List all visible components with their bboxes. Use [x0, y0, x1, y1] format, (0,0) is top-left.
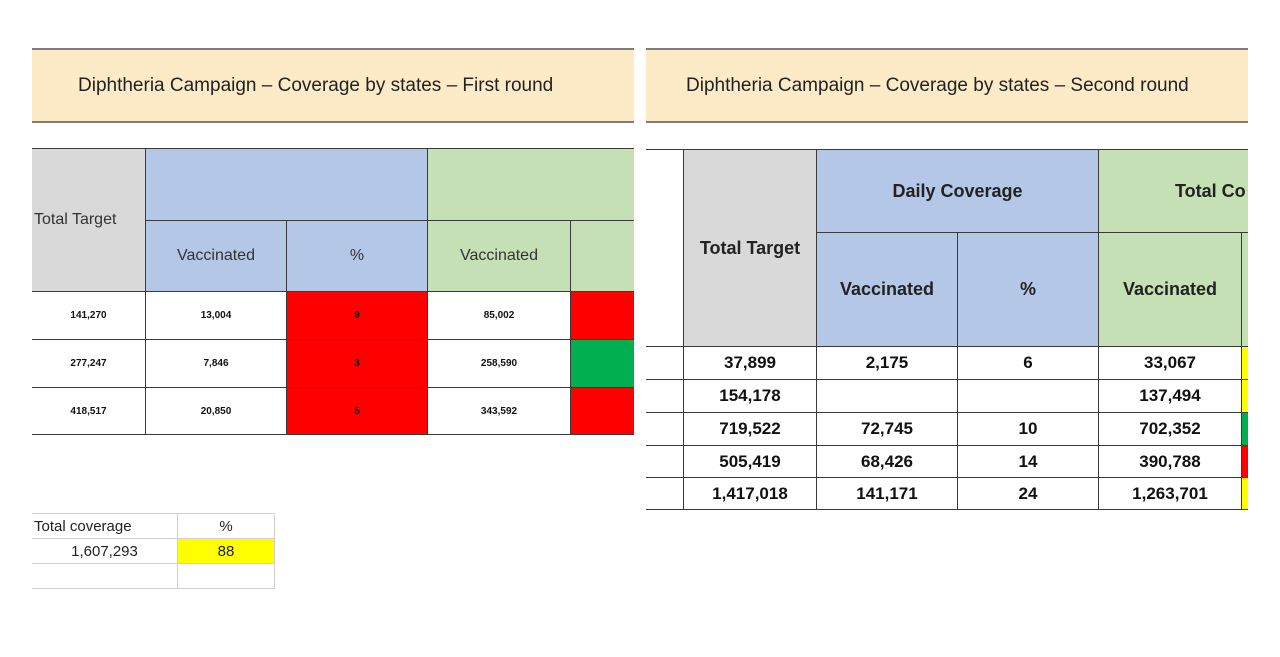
table-row-2-daily-pct: 3: [287, 340, 428, 388]
total-coverage-label: Total coverage: [32, 513, 178, 539]
table-row-3-total-vaccinated: 343,592: [428, 388, 571, 435]
row-stub-4: [646, 446, 684, 478]
table-row-2-daily-vaccinated: 7,846: [146, 340, 287, 388]
total-vaccinated-header-2: Vaccinated: [1099, 233, 1242, 347]
table-row-2-total-pct: [571, 340, 634, 388]
total-coverage-header: [428, 148, 634, 221]
table-row-3-daily-pct-2: 10: [958, 413, 1099, 446]
table-row-2-total-vaccinated: 258,590: [428, 340, 571, 388]
table-row-1-daily-vaccinated: 13,004: [146, 292, 287, 340]
state-column-stub: [646, 149, 684, 347]
table-row-1-total-pct-2: [1242, 347, 1248, 380]
total-vaccinated-header: Vaccinated: [428, 221, 571, 292]
total-coverage-pct-label: %: [178, 513, 275, 539]
first-round-banner: Diphtheria Campaign – Coverage by states…: [32, 48, 634, 123]
table-row-1-daily-pct: 9: [287, 292, 428, 340]
table-row-4-target-2: 505,419: [684, 446, 817, 478]
daily-vaccinated-header-2: Vaccinated: [817, 233, 958, 347]
table-row-5-daily-vaccinated-2: 141,171: [817, 478, 958, 510]
table-row-2-daily-vaccinated-2: [817, 380, 958, 413]
table-row-3-daily-vaccinated-2: 72,745: [817, 413, 958, 446]
total-coverage-pct-value: 88: [178, 539, 275, 564]
table-row-2-target-2: 154,178: [684, 380, 817, 413]
total-pct-header: [571, 221, 634, 292]
row-stub-1: [646, 347, 684, 380]
table-row-3-daily-vaccinated: 20,850: [146, 388, 287, 435]
second-round-title: Diphtheria Campaign – Coverage by states…: [686, 74, 1189, 96]
total-pct-header-2: [1242, 233, 1248, 347]
table-row-3-total-vaccinated-2: 702,352: [1099, 413, 1242, 446]
table-row-1-total-vaccinated-2: 33,067: [1099, 347, 1242, 380]
table-row-4-total-vaccinated-2: 390,788: [1099, 446, 1242, 478]
second-round-banner: Diphtheria Campaign – Coverage by states…: [646, 48, 1248, 123]
row-stub-2: [646, 380, 684, 413]
table-row-1-target: 141,270: [32, 292, 146, 340]
table-row-1-total-pct: [571, 292, 634, 340]
total-coverage-empty-1: [32, 564, 178, 589]
daily-coverage-header-2: Daily Coverage: [817, 149, 1099, 233]
table-row-1-daily-pct-2: 6: [958, 347, 1099, 380]
table-row-4-total-pct-2: [1242, 446, 1248, 478]
table-row-2-total-pct-2: [1242, 380, 1248, 413]
table-row-3-total-pct-2: [1242, 413, 1248, 446]
table-row-2-total-vaccinated-2: 137,494: [1099, 380, 1242, 413]
table-row-3-target-2: 719,522: [684, 413, 817, 446]
total-target-header-2: Total Target: [684, 149, 817, 347]
daily-pct-header-2: %: [958, 233, 1099, 347]
table-row-5-total-vaccinated-2: 1,263,701: [1099, 478, 1242, 510]
total-coverage-value: 1,607,293: [32, 539, 178, 564]
total-coverage-empty-2: [178, 564, 275, 589]
table-row-5-target-2: 1,417,018: [684, 478, 817, 510]
table-row-4-daily-vaccinated-2: 68,426: [817, 446, 958, 478]
table-row-1-total-vaccinated: 85,002: [428, 292, 571, 340]
daily-coverage-header: [146, 148, 428, 221]
total-coverage-header-2: Total Co: [1099, 149, 1248, 233]
daily-vaccinated-header: Vaccinated: [146, 221, 287, 292]
table-row-2-daily-pct-2: [958, 380, 1099, 413]
daily-pct-header: %: [287, 221, 428, 292]
row-stub-3: [646, 413, 684, 446]
table-row-3-target: 418,517: [32, 388, 146, 435]
first-round-title: Diphtheria Campaign – Coverage by states…: [78, 74, 554, 96]
table-row-4-daily-pct-2: 14: [958, 446, 1099, 478]
table-row-1-target-2: 37,899: [684, 347, 817, 380]
table-row-3-total-pct: [571, 388, 634, 435]
table-row-5-total-pct-2: [1242, 478, 1248, 510]
row-stub-5: [646, 478, 684, 510]
table-row-3-daily-pct: 5: [287, 388, 428, 435]
total-target-header: Total Target: [32, 148, 146, 292]
table-row-1-daily-vaccinated-2: 2,175: [817, 347, 958, 380]
table-row-2-target: 277,247: [32, 340, 146, 388]
table-row-5-daily-pct-2: 24: [958, 478, 1099, 510]
